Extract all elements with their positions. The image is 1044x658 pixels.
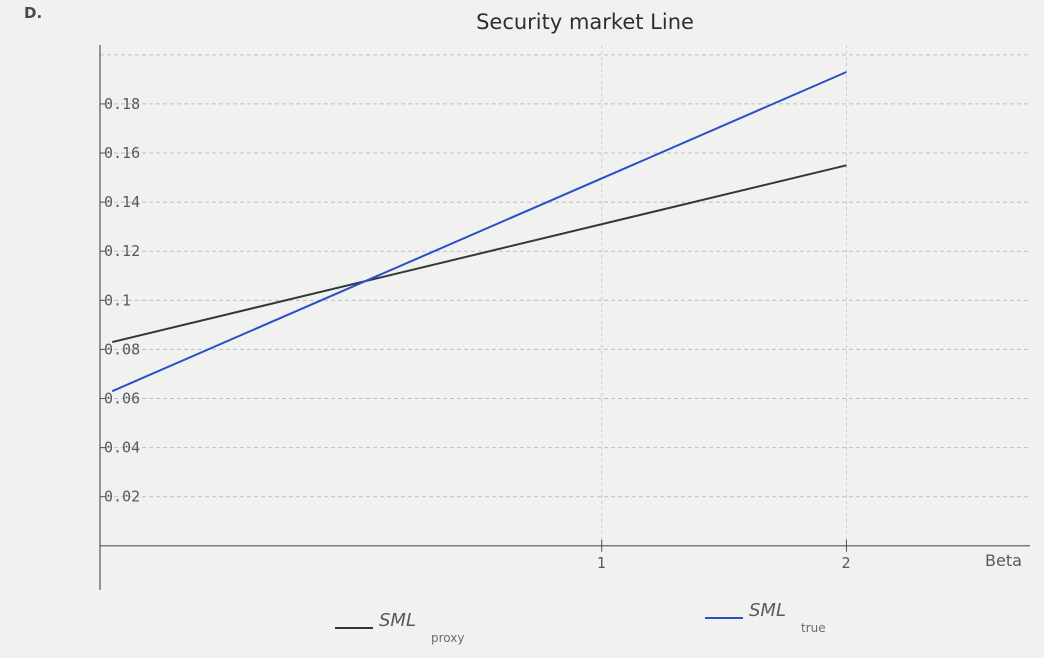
legend: SML proxy SML true [335,600,826,645]
y-tick-label: 0.06 [104,390,140,408]
y-ticks: 0.02 0.04 0.06 0.08 0.1 0.12 0.14 0.16 0.18 [100,95,140,506]
series-line-proxy [112,164,847,344]
legend-subscript-true: true [801,621,826,635]
y-tick-label: 0.16 [104,144,140,162]
y-tick-label: 0.02 [104,488,140,506]
panel-label: D. [24,4,43,22]
y-tick-label: 0.18 [104,95,140,113]
series-line-true [111,71,847,393]
legend-subscript-proxy: proxy [431,631,464,645]
y-tick-label: 0.14 [104,193,140,211]
legend-label-proxy: SML [379,610,416,631]
series [111,71,847,393]
x-tick-label: 1 [597,554,606,572]
y-tick-label: 0.12 [104,242,140,260]
y-tick-label: 0.08 [104,340,140,358]
legend-label-true: SML [749,600,786,621]
axes: Beta [99,45,1030,590]
x-axis-label: Beta [985,551,1022,570]
chart-title: Security market Line [476,10,694,34]
x-tick-label: 2 [841,554,850,572]
y-tick-label: 0.04 [104,439,140,457]
grid [100,45,1030,546]
y-tick-label: 0.1 [104,291,131,309]
